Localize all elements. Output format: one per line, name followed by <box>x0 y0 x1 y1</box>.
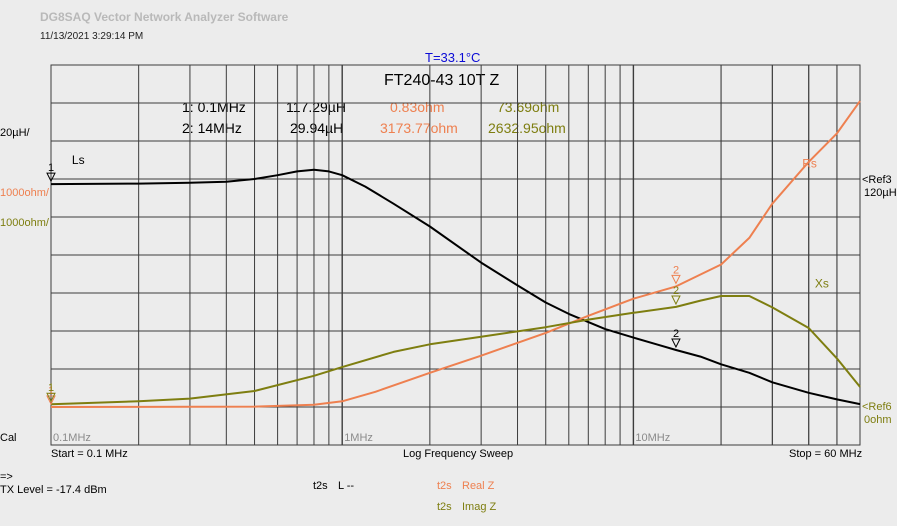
arrow-indicator: => <box>0 471 13 483</box>
app-title: DG8SAQ Vector Network Analyzer Software <box>40 10 289 24</box>
marker-2-triangle-xs <box>671 295 681 306</box>
marker-1-number-rs: 1 <box>48 385 54 397</box>
marker-2-number-ls: 2 <box>673 328 679 340</box>
trace1-name[interactable]: L -- <box>338 480 355 492</box>
marker-1-triangle-xs <box>46 392 56 403</box>
sweep-type: Log Frequency Sweep <box>403 448 514 460</box>
ref6-value: 0ohm <box>864 414 892 426</box>
x-tick-label: 0.1MHz <box>53 432 91 444</box>
marker-2-triangle-ls <box>671 338 681 349</box>
trace2-name[interactable]: Real Z <box>462 480 495 492</box>
ref6-label: <Ref6 <box>862 401 892 413</box>
series-line-xs <box>50 295 861 406</box>
chart-title: FT240-43 10T Z <box>384 72 500 89</box>
marker-2-rs: 3173.77ohm <box>380 120 458 136</box>
trace2-mode[interactable]: t2s <box>437 480 452 492</box>
plot-series <box>50 100 861 408</box>
tx-level: TX Level = -17.4 dBm <box>0 484 107 496</box>
marker-2-ls: 29.94µH <box>290 120 344 136</box>
sweep-stop: Stop = 60 MHz <box>789 448 863 460</box>
trace3-mode[interactable]: t2s <box>437 501 452 513</box>
marker-2-triangle-rs <box>671 274 681 285</box>
cal-label: Cal <box>0 432 17 444</box>
xs-scale-label: 1000ohm/ <box>0 217 49 229</box>
marker-1-triangle-ls <box>46 172 56 183</box>
plot-grid <box>50 64 861 446</box>
marker-1-number-xs: 1 <box>48 382 54 394</box>
series-line-ls <box>50 168 861 406</box>
x-tick-label: 1MHz <box>344 432 373 444</box>
marker-2-number-rs: 2 <box>673 264 679 276</box>
series-label-rs: Rs <box>802 157 817 171</box>
marker-1-number-ls: 1 <box>48 162 54 174</box>
marker-2-xs: 2632.95ohm <box>488 120 566 136</box>
datetime: 11/13/2021 3:29:14 PM <box>40 31 144 42</box>
series-label-xs: Xs <box>815 276 829 290</box>
series-line-rs <box>50 100 861 408</box>
temperature: T=33.1°C <box>425 50 481 65</box>
marker-2-number-xs: 2 <box>673 285 679 297</box>
ls-scale-label: 20µH/ <box>0 127 30 139</box>
marker-2-label: 2: 14MHz <box>182 120 242 136</box>
series-label-ls: Ls <box>72 153 85 167</box>
x-tick-labels: 0.1MHz 1MHz 10MHz <box>53 432 670 444</box>
trace3-name[interactable]: Imag Z <box>462 501 497 513</box>
ref3-value: 120µH <box>864 187 897 199</box>
x-tick-label: 10MHz <box>635 432 670 444</box>
ref3-label: <Ref3 <box>862 174 892 186</box>
rs-scale-label: 1000ohm/ <box>0 187 49 199</box>
trace1-mode[interactable]: t2s <box>313 480 328 492</box>
sweep-start: Start = 0.1 MHz <box>51 448 128 460</box>
series-labels: Ls Rs Xs <box>72 153 829 290</box>
marker-1-triangle-rs <box>46 395 56 406</box>
